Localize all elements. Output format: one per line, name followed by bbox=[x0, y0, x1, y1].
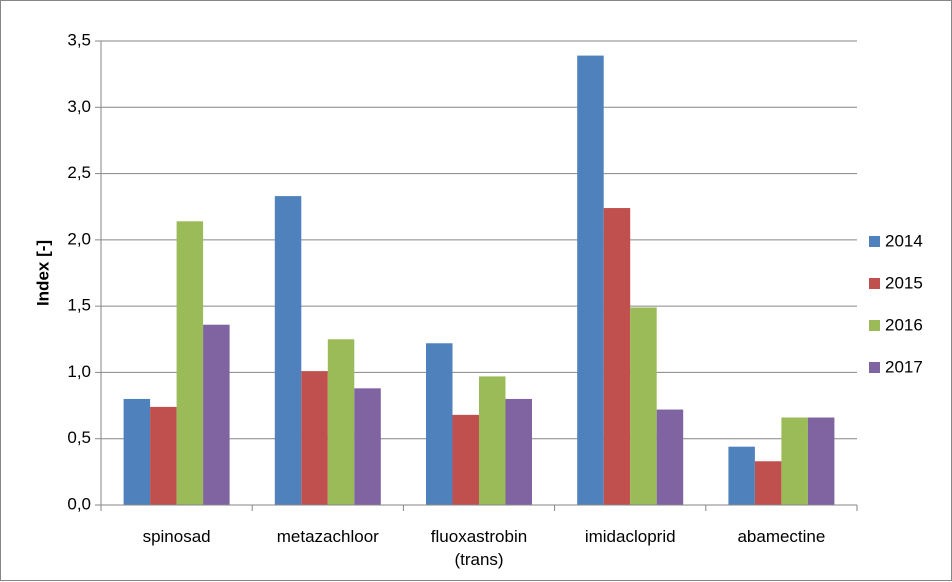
bar-2015-3 bbox=[603, 208, 631, 506]
x-category-labels: spinosad metazachloor fluoxastrobin (trans)… bbox=[143, 527, 826, 569]
y-tick-label: 1,5 bbox=[67, 296, 91, 315]
x-category-label: fluoxastrobin bbox=[431, 527, 527, 546]
bar-2016-2 bbox=[479, 376, 506, 505]
bar-2016-1 bbox=[327, 339, 355, 505]
legend-label-2015: 2015 bbox=[885, 273, 923, 292]
bar-2017-0 bbox=[203, 324, 230, 505]
x-category-label: metazachloor bbox=[277, 527, 379, 546]
legend-label-2017: 2017 bbox=[885, 357, 923, 376]
x-category-label: abamectine bbox=[737, 527, 825, 546]
legend-swatch-2014 bbox=[869, 236, 880, 247]
y-tick-label: 0,5 bbox=[67, 428, 91, 447]
legend-label-2016: 2016 bbox=[885, 315, 923, 334]
bar-2014-3 bbox=[577, 55, 604, 505]
bar-2015-0 bbox=[150, 406, 177, 505]
bars bbox=[123, 55, 835, 506]
axes bbox=[95, 40, 858, 511]
y-tick-label: 1,0 bbox=[67, 362, 91, 381]
bar-2017-1 bbox=[354, 388, 381, 505]
legend-swatch-2015 bbox=[869, 278, 880, 289]
bar-2016-3 bbox=[630, 307, 657, 505]
x-category-label: imidacloprid bbox=[585, 527, 676, 546]
legend-label-2014: 2014 bbox=[885, 231, 923, 250]
bar-2015-4 bbox=[754, 461, 782, 505]
bar-2016-0 bbox=[176, 221, 204, 505]
legend: 2014 2015 2016 2017 bbox=[869, 231, 923, 376]
bar-2017-2 bbox=[505, 398, 532, 505]
bar-2017-3 bbox=[656, 409, 684, 505]
bar-2015-1 bbox=[301, 371, 328, 505]
bar-2016-4 bbox=[781, 417, 808, 505]
y-axis-title: Index [-] bbox=[33, 240, 52, 306]
y-tick-labels: 0,0 0,5 1,0 1,5 2,0 2,5 3,0 3,5 bbox=[67, 30, 91, 513]
y-tick-label: 2,0 bbox=[67, 229, 91, 248]
bar-2015-2 bbox=[452, 414, 479, 505]
x-category-label: spinosad bbox=[143, 527, 211, 546]
bar-2014-1 bbox=[274, 196, 302, 505]
y-tick-label: 3,0 bbox=[67, 97, 91, 116]
x-category-label: (trans) bbox=[454, 550, 503, 569]
bar-2014-4 bbox=[728, 446, 755, 505]
y-tick-label: 0,0 bbox=[67, 494, 91, 513]
legend-swatch-2016 bbox=[869, 320, 880, 331]
y-tick-label: 2,5 bbox=[67, 163, 91, 182]
bar-2014-2 bbox=[426, 343, 453, 505]
legend-swatch-2017 bbox=[869, 362, 880, 373]
bar-2014-0 bbox=[123, 398, 151, 505]
bar-2017-4 bbox=[807, 417, 835, 505]
y-tick-label: 3,5 bbox=[67, 30, 91, 49]
